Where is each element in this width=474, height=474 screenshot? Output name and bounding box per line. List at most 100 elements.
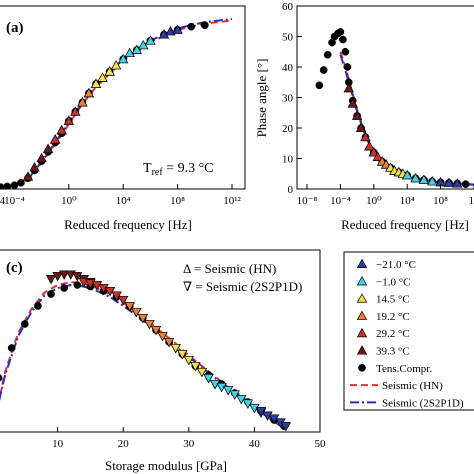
- panel-b-point-minus1-0-c-2: [418, 174, 430, 184]
- panel-c-point-14-5-c-4: [196, 367, 208, 378]
- panel-b-markers: [315, 28, 470, 188]
- panel-c-point-39-3-c-2: [58, 270, 70, 280]
- panel-a-x-ticks: 10⁻⁴ 10⁰ 10⁴ 10⁸ 10¹²: [4, 184, 241, 207]
- panel-a-point-19-2-c-0: [77, 97, 88, 107]
- panel-a-point-minus21-0-c-2: [172, 24, 183, 34]
- panel-c-line-seismic-hn: [0, 280, 288, 430]
- panel-c-point-14-5-c-3: [190, 361, 201, 372]
- panel-b-point-39-3-c-0: [343, 83, 354, 93]
- panel-c-point-14-5-c-2: [183, 355, 194, 366]
- panel-b-x-tick-label-1: 10⁻⁴: [330, 195, 351, 207]
- panel-b-y-tick-label-6: 60: [282, 1, 294, 13]
- panel-b-point-minus1-0-c-3: [427, 176, 438, 186]
- panel-a-point-minus1-0-c-4: [145, 35, 156, 45]
- panel-b-point-29-2-c-2: [368, 147, 379, 157]
- legend-marker-minus21-0-c: [356, 258, 368, 269]
- panel-b-point-tens-compr-8: [341, 47, 350, 56]
- panel-c-x-axis-label: Storage modulus [GPa]: [105, 458, 227, 473]
- panel-b-point-29-2-c-3: [372, 151, 383, 162]
- panel-c-point-39-3-c-0: [45, 274, 57, 285]
- panel-a-x-axis-label: Reduced frequency [Hz]: [64, 217, 192, 232]
- panel-a-point-39-3-c-3: [42, 143, 54, 153]
- panel-b-point-tens-compr-9: [343, 63, 352, 71]
- panel-b-point-29-2-c-1: [364, 140, 375, 151]
- panel-c-point-tens-compr-3: [34, 302, 42, 310]
- legend-item-seismic-2s2p1d: Seismic (2S2P1D): [350, 397, 464, 409]
- panel-a-axes-frame: [0, 5, 246, 190]
- panel-c-x-tick-label-3: 40: [249, 438, 261, 450]
- panel-a-point-19-2-c-1: [83, 87, 95, 98]
- panel-a-point-minus1-0-c-1: [124, 47, 135, 58]
- panel-c-axes-frame: [0, 249, 321, 433]
- panel-a-point-29-2-c-2: [63, 115, 74, 126]
- panel-a-label: (a): [6, 20, 24, 36]
- panel-a-point-39-3-c-1: [29, 162, 40, 172]
- panel-a-point-minus1-0-c-3: [138, 39, 149, 50]
- panel-c-x-tick-label-0: 10: [52, 438, 64, 450]
- panel-b-point-minus21-0-c-1: [443, 177, 455, 187]
- panel-c-point-19-2-c-2: [137, 313, 149, 324]
- panel-c-point-19-2-c-3: [144, 319, 155, 330]
- panel-c-point-minus1-0-c-0: [203, 373, 214, 384]
- panel-b-point-tens-compr-7: [339, 35, 347, 44]
- legend-label-19-2-c: 19.2 °C: [376, 311, 410, 323]
- panel-b: 10⁻⁸ 10⁻⁴ 10⁰ 10⁴ 10⁸ 10 0 10 20 30 40 50 60 Phase a…: [254, 1, 474, 232]
- legend-item-14-5-c: 14.5 °C: [356, 293, 410, 306]
- panel-c-point-minus21-0-c-0: [255, 406, 267, 417]
- legend-item-19-2-c: 19.2 °C: [356, 310, 410, 323]
- legend-item-minus21-0-c: −21.0 °C: [356, 258, 416, 271]
- panel-a-clipped-tick-label: 4: [0, 196, 5, 207]
- panel-a-point-39-3-c-0: [22, 171, 34, 181]
- legend-marker-39-3-c: [356, 345, 368, 355]
- panel-c-point-39-3-c-1: [52, 271, 63, 282]
- panel-c-point-29-2-c-6: [118, 295, 129, 306]
- panel-a-point-14-5-c-0: [90, 78, 102, 88]
- panel-c-point-19-2-c-5: [157, 331, 168, 342]
- legend-marker-29-2-c: [356, 327, 368, 338]
- panel-c-point-tens-compr-0: [0, 374, 3, 382]
- panel-c-point-29-2-c-4: [104, 286, 116, 297]
- panel-b-point-29-2-c-0: [360, 131, 371, 142]
- panel-c-x-ticks: 10 20 30 40 50: [52, 427, 326, 450]
- panel-b-point-39-3-c-1: [347, 98, 358, 108]
- panel-a-markers: [0, 21, 209, 189]
- panel-c: 10 20 30 40 50 (c) Δ = Seismic (HN) ∇ = Seis…: [0, 249, 326, 473]
- panel-a-point-14-5-c-2: [104, 66, 115, 76]
- legend-label-29-2-c: 29.2 °C: [376, 328, 410, 340]
- legend-item-29-2-c: 29.2 °C: [356, 327, 410, 340]
- panel-a-plot: [0, 18, 233, 189]
- panel-c-point-tens-compr-4: [47, 290, 55, 298]
- panel-a-point-minus1-0-c-2: [131, 44, 142, 54]
- panel-a-point-39-3-c-2: [36, 152, 47, 163]
- panel-a-x-tick-label-1: 10⁰: [61, 195, 77, 207]
- panel-c-point-19-2-c-6: [163, 337, 175, 348]
- legend-item-tens-compr: Tens.Compr.: [358, 363, 432, 375]
- panel-c-point-minus1-0-c-5: [236, 394, 247, 405]
- legend-item-seismic-hn: Seismic (HN): [350, 380, 443, 392]
- panel-a-x-tick-label-3: 10⁸: [170, 195, 185, 207]
- panel-c-point-minus1-0-c-6: [242, 399, 254, 409]
- panel-b-y-axis-label: Phase angle [°]: [254, 59, 269, 138]
- legend-box: [343, 251, 474, 411]
- panel-b-y-tick-label-5: 50: [282, 32, 294, 44]
- panel-a-point-14-5-c-1: [97, 72, 108, 82]
- panel-b-point-tens-compr-26: [461, 180, 470, 188]
- panel-b-y-tick-label-3: 30: [282, 93, 294, 105]
- panel-b-x-tick-label-4: 10⁸: [433, 195, 448, 207]
- panel-a-point-minus21-0-c-1: [165, 26, 176, 36]
- legend-marker-14-5-c: [356, 293, 368, 303]
- panel-c-annotation-hn: Δ = Seismic (HN): [183, 261, 276, 276]
- panel-b-x-tick-label-3: 10⁴: [400, 195, 415, 207]
- panel-a-point-minus1-0-c-0: [118, 53, 129, 64]
- panel-b-point-39-3-c-2: [351, 110, 363, 120]
- legend-marker-minus1-0-c: [356, 275, 368, 286]
- legend-label-minus1-0-c: −1.0 °C: [376, 276, 410, 288]
- legend-label-minus21-0-c: −21.0 °C: [376, 259, 416, 271]
- panel-a-point-29-2-c-0: [50, 134, 61, 144]
- panel-c-point-minus1-0-c-3: [222, 385, 234, 396]
- panel-a-annotation: Tref = 9.3 °C: [143, 161, 214, 178]
- legend-label-seismic-hn: Seismic (HN): [382, 380, 443, 392]
- panel-c-x-tick-label-2: 30: [183, 438, 195, 450]
- legend-label-seismic-2s2p1d: Seismic (2S2P1D): [382, 397, 464, 409]
